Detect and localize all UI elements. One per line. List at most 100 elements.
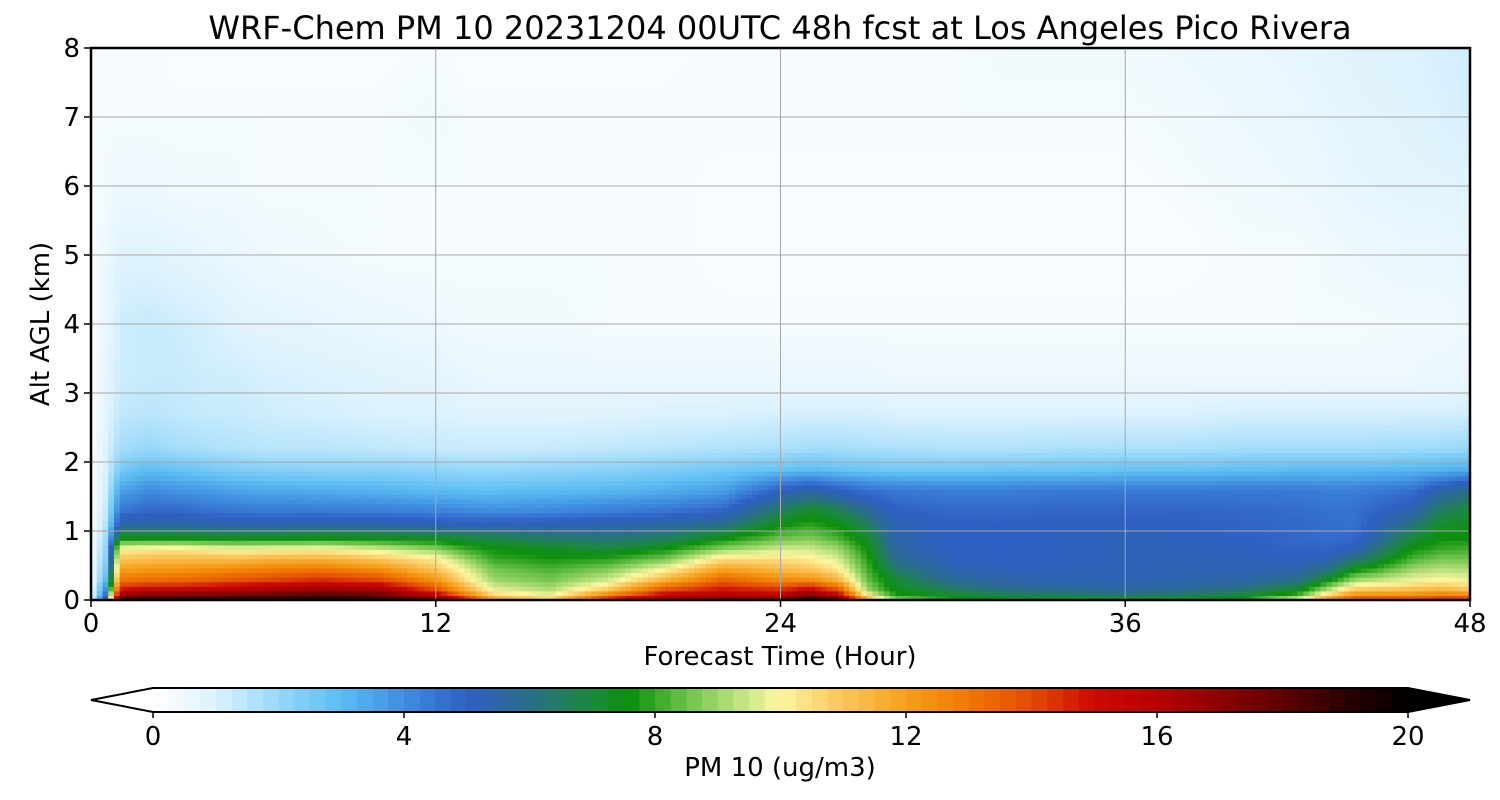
heatmap-cell bbox=[246, 416, 252, 421]
heatmap-cell bbox=[189, 471, 195, 476]
heatmap-cell bbox=[212, 237, 218, 242]
heatmap-cell bbox=[252, 126, 258, 131]
heatmap-cell bbox=[229, 329, 235, 334]
heatmap-cell bbox=[114, 315, 120, 320]
heatmap-cell bbox=[120, 352, 126, 357]
heatmap-cell bbox=[292, 324, 298, 329]
heatmap-cell bbox=[246, 582, 252, 587]
heatmap-cell bbox=[223, 467, 229, 472]
heatmap-cell bbox=[97, 237, 103, 242]
heatmap-cell bbox=[114, 591, 120, 596]
heatmap-cell bbox=[160, 191, 166, 196]
heatmap-cell bbox=[114, 301, 120, 306]
heatmap-cell bbox=[102, 338, 108, 343]
heatmap-cell bbox=[275, 375, 281, 380]
heatmap-cell bbox=[327, 407, 333, 412]
heatmap-cell bbox=[223, 172, 229, 177]
heatmap-cell bbox=[183, 310, 189, 315]
heatmap-cell bbox=[275, 531, 281, 536]
heatmap-cell bbox=[143, 255, 149, 260]
heatmap-cell bbox=[171, 347, 177, 352]
heatmap-cell bbox=[327, 352, 333, 357]
heatmap-cell bbox=[194, 407, 200, 412]
heatmap-cell bbox=[281, 342, 287, 347]
heatmap-cell bbox=[189, 283, 195, 288]
heatmap-cell bbox=[189, 315, 195, 320]
heatmap-cell bbox=[281, 246, 287, 251]
heatmap-cell bbox=[235, 260, 241, 265]
heatmap-cell bbox=[304, 214, 310, 219]
heatmap-cell bbox=[148, 545, 154, 550]
heatmap-cell bbox=[292, 531, 298, 536]
heatmap-cell bbox=[200, 434, 206, 439]
heatmap-cell bbox=[327, 591, 333, 596]
heatmap-cell bbox=[102, 485, 108, 490]
heatmap-cell bbox=[120, 453, 126, 458]
heatmap-cell bbox=[125, 476, 131, 481]
heatmap-cell bbox=[315, 513, 321, 518]
heatmap-cell bbox=[108, 586, 114, 591]
heatmap-cell bbox=[114, 168, 120, 173]
heatmap-cell bbox=[315, 241, 321, 246]
heatmap-cell bbox=[321, 439, 327, 444]
heatmap-cell bbox=[309, 122, 315, 127]
heatmap-cell bbox=[286, 209, 292, 214]
heatmap-cell bbox=[217, 522, 223, 527]
heatmap-cell bbox=[166, 80, 172, 85]
heatmap-cell bbox=[148, 536, 154, 541]
heatmap-cell bbox=[275, 283, 281, 288]
heatmap-cell bbox=[246, 476, 252, 481]
heatmap-cell bbox=[183, 255, 189, 260]
heatmap-cell bbox=[171, 140, 177, 145]
heatmap-cell bbox=[120, 154, 126, 159]
heatmap-cell bbox=[97, 347, 103, 352]
heatmap-cell bbox=[223, 200, 229, 205]
heatmap-cell bbox=[304, 310, 310, 315]
heatmap-cell bbox=[189, 384, 195, 389]
heatmap-cell bbox=[235, 278, 241, 283]
heatmap-cell bbox=[286, 462, 292, 467]
heatmap-cell bbox=[166, 439, 172, 444]
heatmap-cell bbox=[217, 398, 223, 403]
heatmap-cell bbox=[252, 338, 258, 343]
heatmap-cell bbox=[131, 310, 137, 315]
heatmap-cell bbox=[263, 273, 269, 278]
heatmap-cell bbox=[309, 89, 315, 94]
heatmap-cell bbox=[212, 338, 218, 343]
heatmap-cell bbox=[143, 467, 149, 472]
heatmap-cell bbox=[206, 471, 212, 476]
heatmap-cell bbox=[269, 467, 275, 472]
heatmap-cell bbox=[315, 549, 321, 554]
heatmap-cell bbox=[246, 471, 252, 476]
heatmap-cell bbox=[114, 338, 120, 343]
heatmap-cell bbox=[114, 232, 120, 237]
heatmap-cell bbox=[315, 177, 321, 182]
heatmap-cell bbox=[269, 476, 275, 481]
heatmap-cell bbox=[258, 421, 264, 426]
heatmap-cell bbox=[292, 508, 298, 513]
heatmap-cell bbox=[137, 149, 143, 154]
heatmap-cell bbox=[160, 131, 166, 136]
heatmap-cell bbox=[97, 499, 103, 504]
heatmap-cell bbox=[327, 508, 333, 513]
heatmap-cell bbox=[171, 237, 177, 242]
heatmap-cell bbox=[148, 379, 154, 384]
heatmap-cell bbox=[212, 522, 218, 527]
heatmap-cell bbox=[194, 384, 200, 389]
heatmap-cell bbox=[292, 503, 298, 508]
heatmap-cell bbox=[223, 85, 229, 90]
heatmap-cell bbox=[217, 53, 223, 58]
heatmap-cell bbox=[97, 218, 103, 223]
heatmap-cell bbox=[108, 384, 114, 389]
heatmap-cell bbox=[177, 549, 183, 554]
heatmap-cell bbox=[292, 476, 298, 481]
heatmap-cell bbox=[206, 214, 212, 219]
heatmap-cell bbox=[166, 513, 172, 518]
heatmap-cell bbox=[298, 434, 304, 439]
heatmap-cell bbox=[206, 559, 212, 564]
heatmap-cell bbox=[148, 517, 154, 522]
heatmap-cell bbox=[137, 411, 143, 416]
heatmap-cell bbox=[246, 122, 252, 127]
heatmap-cell bbox=[194, 168, 200, 173]
heatmap-cell bbox=[281, 476, 287, 481]
